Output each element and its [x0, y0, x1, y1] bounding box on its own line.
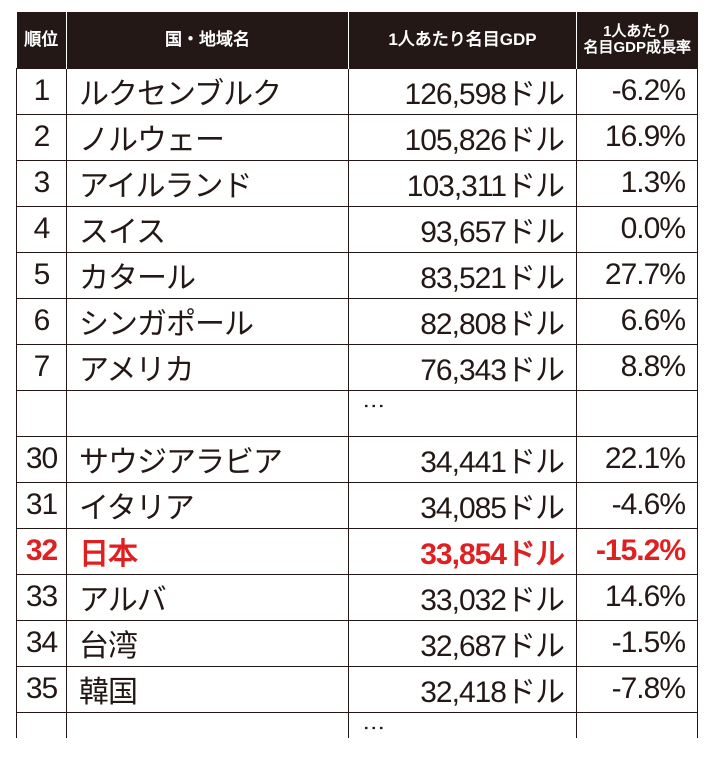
cell-country: アメリカ: [66, 343, 349, 391]
table-row: 2 ノルウェー 105,826ドル 16.9%: [16, 113, 698, 161]
cell-gdp: 105,826ドル: [348, 113, 577, 161]
cell-empty: [66, 711, 349, 738]
cell-gdp: 33,032ドル: [348, 573, 577, 621]
header-rank: 順位: [16, 12, 67, 68]
cell-growth: 14.6%: [576, 573, 698, 621]
header-growth-line2: 名目GDP成長率: [583, 38, 691, 56]
cell-rank: 3: [16, 159, 67, 207]
ellipsis-row: ⋮: [16, 389, 698, 437]
table-row: 32 日本 33,854ドル -15.2%: [16, 527, 698, 575]
cell-rank: 5: [16, 251, 67, 299]
cell-rank: 31: [16, 481, 67, 529]
table-row: 35 韓国 32,418ドル -7.8%: [16, 665, 698, 713]
cell-gdp: 34,441ドル: [348, 435, 577, 483]
header-growth-line1: 1人あたり: [603, 23, 672, 40]
ellipsis: ⋮: [362, 716, 387, 741]
cell-country: ノルウェー: [66, 113, 349, 161]
header-growth: 1人あたり 名目GDP成長率: [576, 12, 698, 68]
cell-rank: 2: [16, 113, 67, 161]
cell-gdp: 83,521ドル: [348, 251, 577, 299]
cell-growth: 8.8%: [576, 343, 698, 391]
cell-gdp: 32,418ドル: [348, 665, 577, 713]
cell-gdp: 103,311ドル: [348, 159, 577, 207]
cell-country: アイルランド: [66, 159, 349, 207]
cell-empty: [576, 711, 698, 738]
cell-gdp: 82,808ドル: [348, 297, 577, 345]
cell-growth: 27.7%: [576, 251, 698, 299]
cell-rank: 33: [16, 573, 67, 621]
cell-empty: ⋮: [348, 711, 577, 741]
cell-growth: 1.3%: [576, 159, 698, 207]
table-row: 33 アルバ 33,032ドル 14.6%: [16, 573, 698, 621]
table-row: 31 イタリア 34,085ドル -4.6%: [16, 481, 698, 529]
cell-country: サウジアラビア: [66, 435, 349, 483]
table-row: 3 アイルランド 103,311ドル 1.3%: [16, 159, 698, 207]
cell-growth: 6.6%: [576, 297, 698, 345]
cell-growth: -4.6%: [576, 481, 698, 529]
cell-country: 台湾: [66, 619, 349, 667]
cell-rank: 30: [16, 435, 67, 483]
table-row: 1 ルクセンブルク 126,598ドル -6.2%: [16, 67, 698, 115]
header-country: 国・地域名: [66, 12, 349, 68]
cell-country: シンガポール: [66, 297, 349, 345]
cell-rank: 1: [16, 67, 67, 115]
cell-empty: [16, 389, 67, 437]
cell-country: イタリア: [66, 481, 349, 529]
cell-rank: 4: [16, 205, 67, 253]
cell-growth: 16.9%: [576, 113, 698, 161]
cell-growth: 0.0%: [576, 205, 698, 253]
ellipsis-row: ⋮: [16, 711, 698, 741]
table-row: 7 アメリカ 76,343ドル 8.8%: [16, 343, 698, 391]
cell-gdp: 76,343ドル: [348, 343, 577, 391]
cell-country: アルバ: [66, 573, 349, 621]
cell-empty: [16, 711, 67, 738]
cell-gdp: 33,854ドル: [348, 527, 577, 575]
cell-rank: 32: [16, 527, 67, 575]
cell-country: カタール: [66, 251, 349, 299]
ellipsis: ⋮: [362, 394, 387, 419]
table-row: 4 スイス 93,657ドル 0.0%: [16, 205, 698, 253]
cell-country: 韓国: [66, 665, 349, 713]
gdp-ranking-table: 順位 国・地域名 1人あたり名目GDP 1人あたり 名目GDP成長率 1 ルクセンブ…: [16, 12, 698, 741]
table-row: 34 台湾 32,687ドル -1.5%: [16, 619, 698, 667]
cell-gdp: 93,657ドル: [348, 205, 577, 253]
cell-rank: 6: [16, 297, 67, 345]
cell-country: ルクセンブルク: [66, 67, 349, 115]
cell-rank: 34: [16, 619, 67, 667]
cell-gdp: 126,598ドル: [348, 67, 577, 115]
table-row: 30 サウジアラビア 34,441ドル 22.1%: [16, 435, 698, 483]
cell-country: スイス: [66, 205, 349, 253]
cell-growth: -6.2%: [576, 67, 698, 115]
header-row: 順位 国・地域名 1人あたり名目GDP 1人あたり 名目GDP成長率: [16, 12, 698, 68]
table-row: 5 カタール 83,521ドル 27.7%: [16, 251, 698, 299]
cell-empty: [66, 389, 349, 437]
cell-empty: ⋮: [348, 389, 577, 437]
cell-empty: [576, 389, 698, 437]
cell-gdp: 34,085ドル: [348, 481, 577, 529]
header-gdp: 1人あたり名目GDP: [348, 12, 577, 68]
table-row: 6 シンガポール 82,808ドル 6.6%: [16, 297, 698, 345]
cell-growth: -1.5%: [576, 619, 698, 667]
cell-rank: 35: [16, 665, 67, 713]
cell-growth: -7.8%: [576, 665, 698, 713]
cell-gdp: 32,687ドル: [348, 619, 577, 667]
cell-growth: -15.2%: [576, 527, 698, 575]
cell-rank: 7: [16, 343, 67, 391]
cell-growth: 22.1%: [576, 435, 698, 483]
cell-country: 日本: [66, 527, 349, 575]
